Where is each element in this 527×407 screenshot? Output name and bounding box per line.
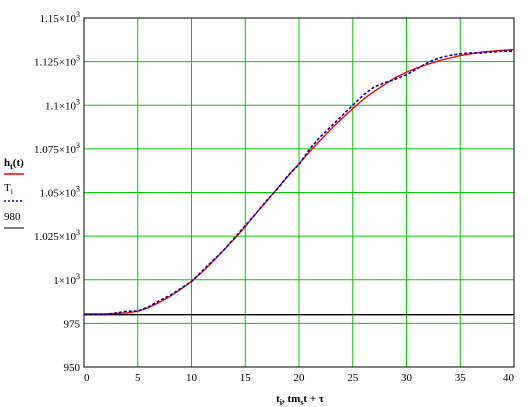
- legend: ht(t) Ti 980: [4, 157, 24, 229]
- y-tick-label: 1.05×103: [40, 185, 80, 200]
- x-tick-label: 15: [240, 372, 252, 384]
- x-tick-label: 25: [347, 372, 359, 384]
- legend-label-ti: Ti: [4, 182, 14, 196]
- y-tick-label: 975: [64, 318, 81, 330]
- x-tick-label: 0: [84, 372, 90, 384]
- y-tick-labels: 950 975 1×103 1.025×103 1.05×103 1.075×103 1.1…: [34, 10, 80, 374]
- x-tick-label: 20: [294, 372, 306, 384]
- y-tick-label: 1.075×103: [34, 141, 80, 156]
- x-tick-labels: 0 5 10 15 20 25 30 35 40: [84, 372, 515, 384]
- y-tick-label: 1.025×103: [34, 228, 80, 243]
- x-tick-label: 30: [401, 372, 413, 384]
- y-tick-label: 1.15×103: [40, 10, 80, 25]
- x-axis-title: ti, tmst + τ: [276, 393, 324, 407]
- x-tick-label: 10: [186, 372, 198, 384]
- y-tick-label: 1×103: [53, 272, 80, 287]
- x-tick-label: 35: [455, 372, 467, 384]
- series-line-0: [84, 48, 515, 315]
- x-tick-label: 40: [503, 372, 515, 384]
- y-tick-label: 1.1×103: [45, 97, 80, 112]
- plot-frame: [83, 17, 515, 368]
- legend-label-980: 980: [4, 211, 21, 223]
- legend-label-ht: ht(t): [4, 157, 24, 171]
- y-tick-label: 1.125×103: [34, 54, 80, 69]
- y-tick-label: 950: [64, 362, 81, 374]
- x-tick-label: 5: [135, 372, 141, 384]
- series-layer: [84, 48, 515, 316]
